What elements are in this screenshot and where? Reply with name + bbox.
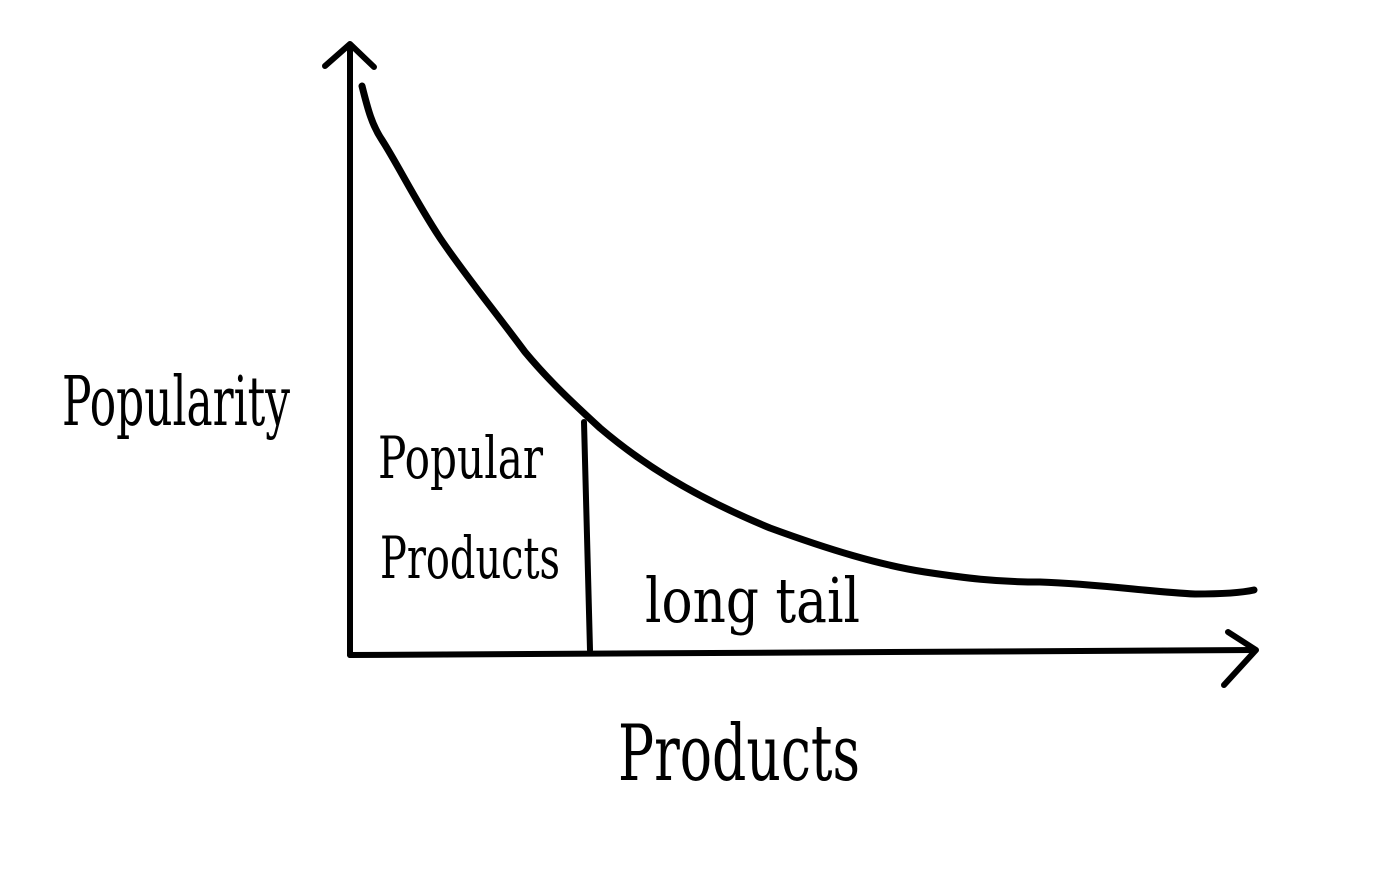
head-tail-divider-line: [581, 419, 593, 653]
head-region-label-line1: Popular: [378, 424, 543, 492]
y-axis-label: Popularity: [62, 363, 290, 442]
long-tail-curve: [358, 82, 1258, 598]
tail-region-label: long tail: [645, 564, 860, 637]
x-axis-line: [347, 647, 1258, 658]
x-axis-label: Products: [618, 709, 860, 799]
head-region-label-line2: Products: [380, 524, 560, 592]
x-axis-arrowhead: [1221, 629, 1259, 688]
y-axis-arrowhead: [322, 41, 377, 70]
